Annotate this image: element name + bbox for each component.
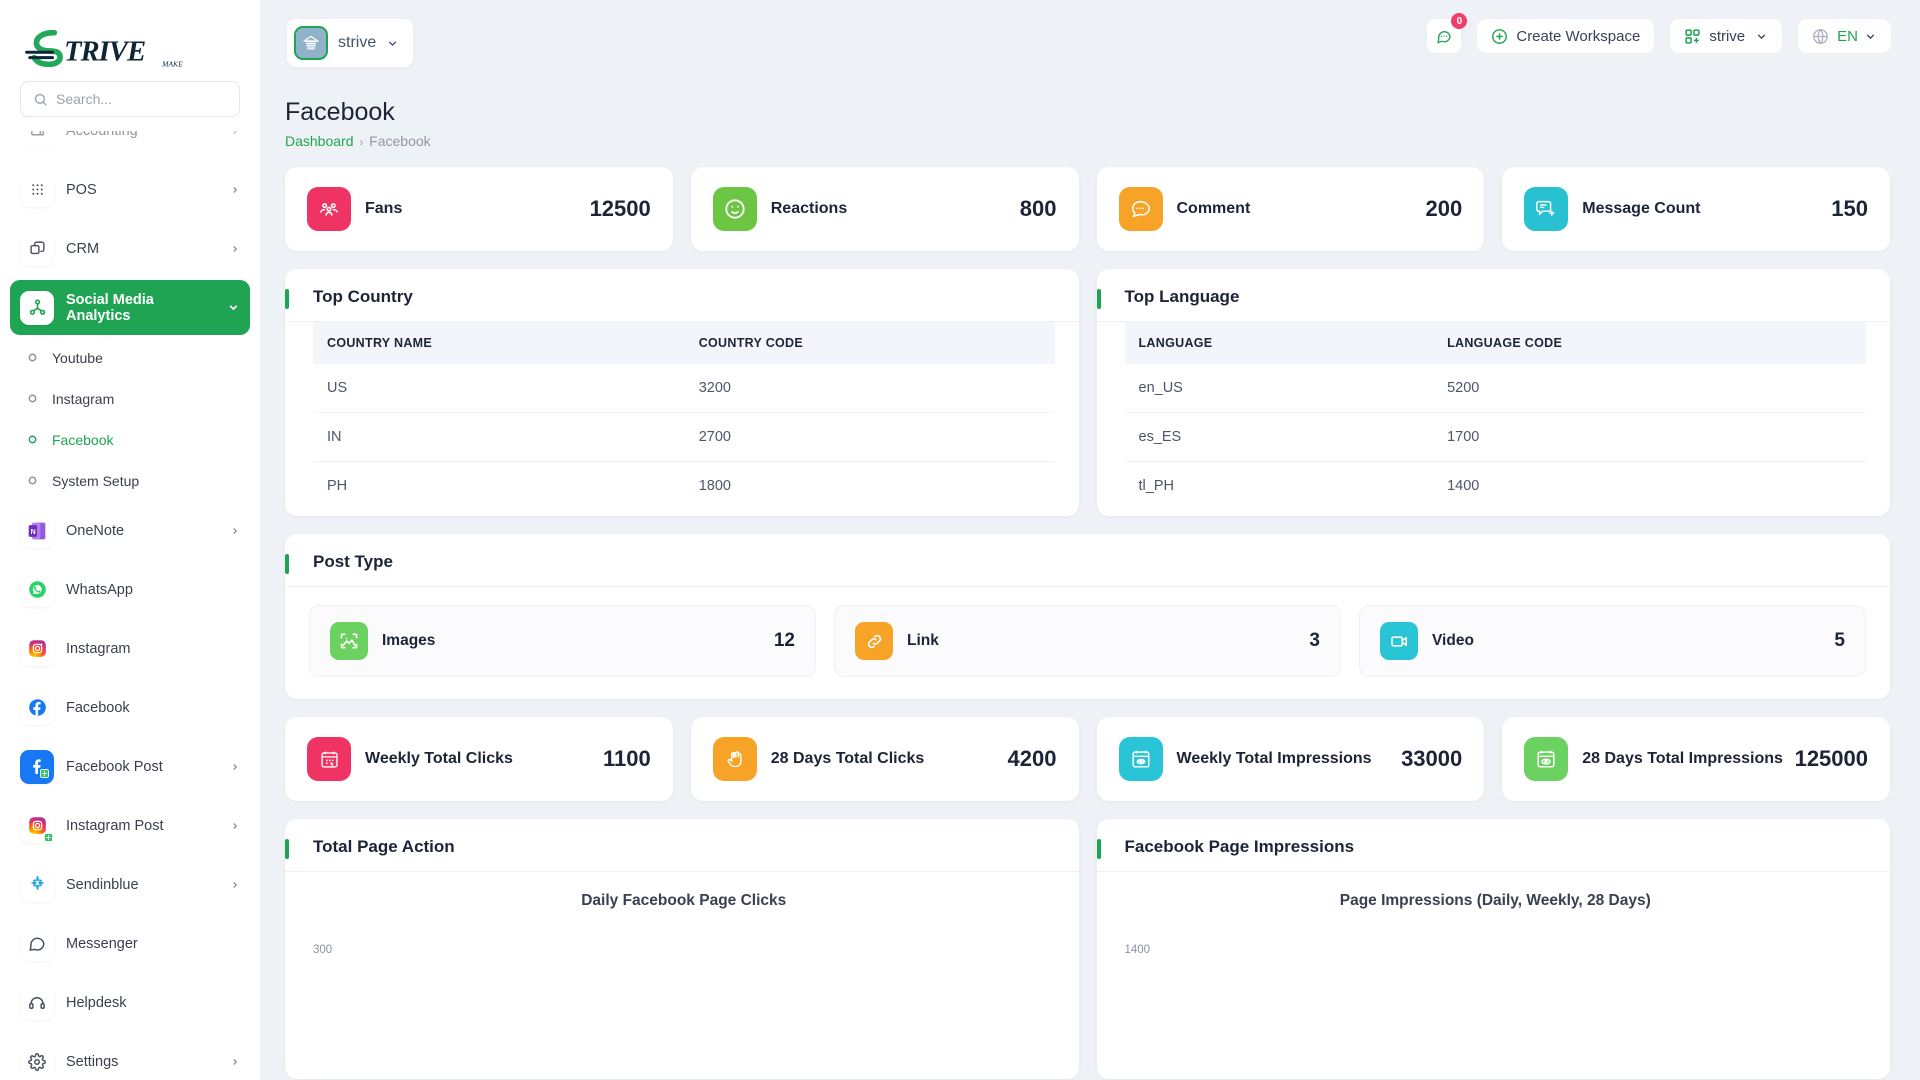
svg-text:N: N (31, 527, 36, 535)
svg-text:MAKE: MAKE (161, 60, 183, 69)
svg-text:TRIVE: TRIVE (64, 36, 145, 67)
